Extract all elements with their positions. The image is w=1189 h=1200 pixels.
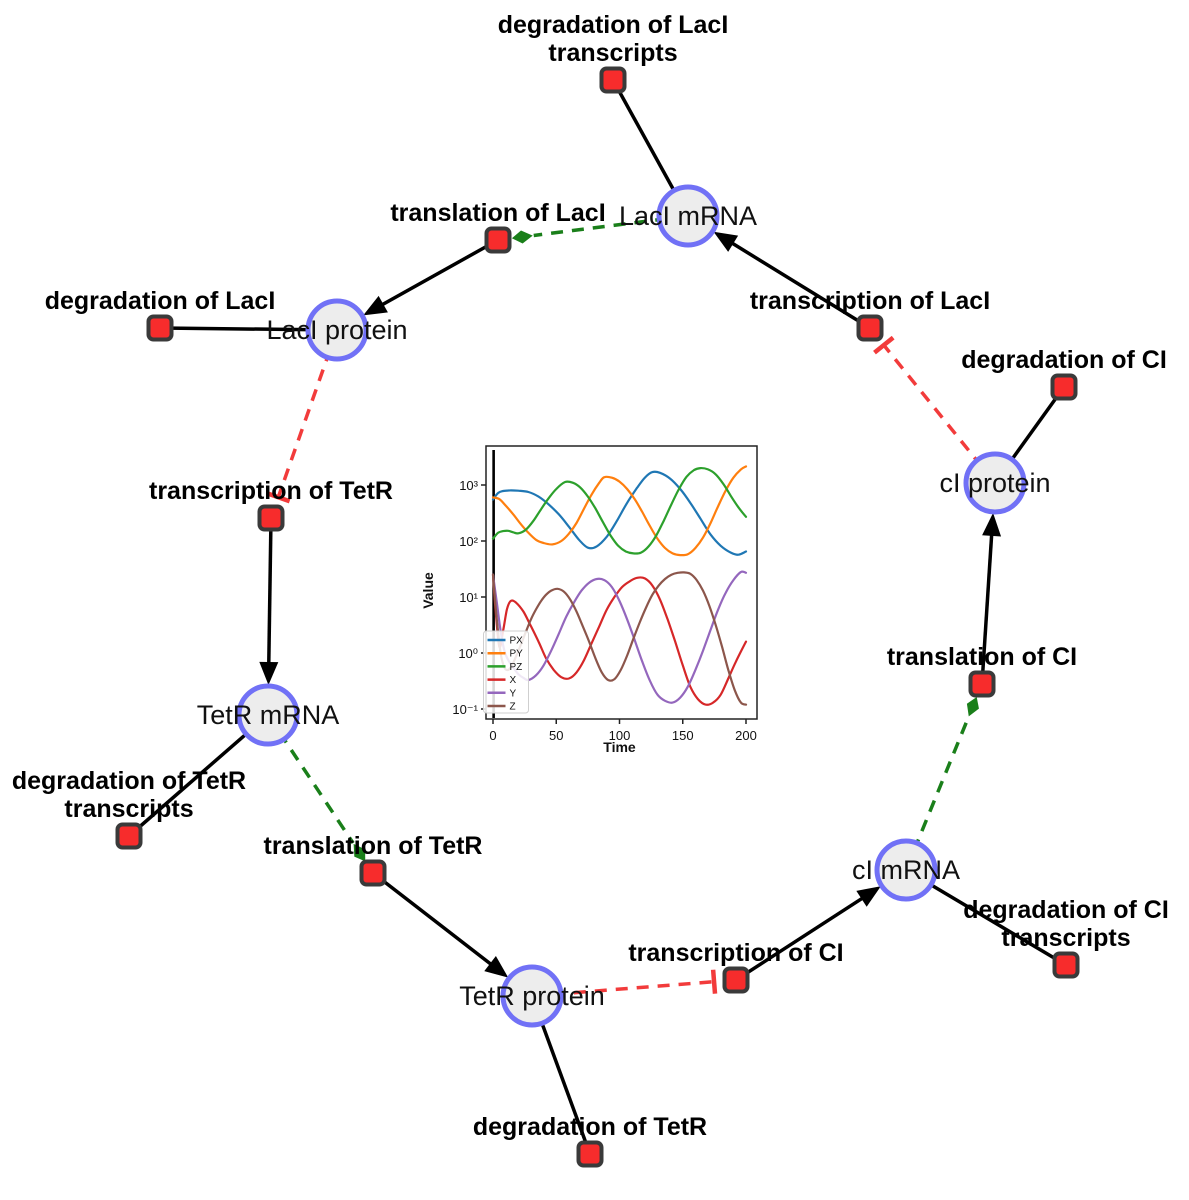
reaction-node-deg_cI_tr [1052, 951, 1080, 979]
legend-label-X: X [510, 675, 517, 686]
x-tick-label: 0 [489, 728, 496, 743]
modifier-arrowhead-icon [511, 230, 533, 244]
species-node-lacI_protein [305, 298, 369, 362]
x-tick-label: 150 [672, 728, 694, 743]
y-tick-label: 10⁻¹ [452, 702, 478, 717]
reaction-node-transcr_tetR [257, 504, 285, 532]
reaction-label-transl_cI: translation of CI [887, 643, 1077, 671]
reaction-node-transcr_lacI [856, 314, 884, 342]
y-tick-label: 10⁰ [458, 646, 478, 661]
modifier-arrowhead-icon [966, 696, 979, 717]
reaction-node-deg_lacI [146, 314, 174, 342]
y-tick-label: 10² [459, 534, 478, 549]
reaction-label-deg_lacI: degradation of LacI [45, 287, 276, 315]
labels-layer: degradation of LacItranscriptstranslatio… [12, 11, 1169, 1141]
edge-production-cI_mRNA [735, 894, 867, 982]
species-label-tetR_protein: TetR protein [459, 981, 605, 1011]
chart-series-PZ [491, 466, 748, 555]
legend-label-PY: PY [510, 649, 524, 660]
species-label-cI_protein: cI protein [939, 468, 1050, 498]
modifier-arrowhead-icon [353, 843, 366, 862]
legend-label-PX: PX [510, 636, 524, 647]
edge-production-tetR_protein [371, 871, 496, 969]
reaction-label-transl_tetR: translation of TetR [264, 832, 483, 860]
arrowhead-icon [484, 956, 509, 978]
reaction-node-deg_tetR_tr [115, 822, 143, 850]
reaction-label-deg_cI: degradation of CI [961, 346, 1167, 374]
species-label-lacI_mRNA: LacI mRNA [619, 201, 757, 231]
species-node-lacI_mRNA [656, 184, 720, 248]
species-label-cI_mRNA: cI mRNA [852, 855, 960, 885]
species-label-tetR_mRNA: TetR mRNA [197, 700, 340, 730]
species-label-lacI_protein: LacI protein [266, 315, 407, 345]
inhibition-tee-icon [710, 969, 718, 994]
reaction-node-transcr_cI [722, 966, 750, 994]
chart-series-PX [491, 470, 748, 556]
chart-series-X [491, 573, 748, 706]
chart-series-PY [491, 465, 748, 557]
species-node-cI_mRNA [874, 838, 938, 902]
legend-label-Z: Z [510, 702, 516, 713]
chart-ylabel: Value [420, 572, 436, 609]
legend-label-PZ: PZ [510, 662, 523, 673]
y-tick-label: 10³ [459, 478, 478, 493]
chart-xlabel: Time [603, 739, 636, 755]
x-tick-label: 200 [735, 728, 757, 743]
edge-production-lacI_mRNA [727, 239, 871, 330]
reaction-label-deg_cI_tr: degradation of CI [963, 896, 1169, 924]
reaction-label-deg_tetR_tr: degradation of TetR [12, 767, 246, 795]
reaction-node-transl_cI [968, 670, 996, 698]
edge-production-tetR_mRNA [266, 517, 273, 668]
simulation-chart: 0 50 100 150 200 10⁻¹ 10⁰ 10¹ 10² 10³ Time Value PX P… [420, 445, 758, 755]
reaction-node-deg_tetR [576, 1140, 604, 1168]
y-tick-label: 10¹ [459, 590, 478, 605]
reaction-node-deg_lacI_tr [599, 66, 627, 94]
reaction-label-deg_lacI_tr: degradation of LacI [498, 11, 729, 39]
arrowhead-icon [259, 661, 279, 686]
x-tick-label: 50 [549, 728, 563, 743]
species-node-tetR_mRNA [236, 683, 300, 747]
edge-production-lacI_protein [378, 238, 499, 309]
reaction-label-deg_lacI_tr: transcripts [548, 39, 677, 67]
reaction-label-deg_tetR: degradation of TetR [473, 1113, 707, 1141]
x-tick-label: 100 [609, 728, 631, 743]
species-node-cI_protein [963, 451, 1027, 515]
reaction-label-transcr_tetR: transcription of TetR [149, 477, 393, 505]
reaction-label-deg_cI_tr: transcripts [1001, 924, 1130, 952]
edge-production-cI_protein [980, 530, 994, 685]
reaction-label-deg_tetR_tr: transcripts [64, 795, 193, 823]
reaction-label-transcr_lacI: transcription of LacI [750, 287, 990, 315]
reaction-node-transl_lacI [484, 226, 512, 254]
arrowhead-icon [713, 231, 739, 252]
chart-frame [485, 445, 758, 720]
arrowhead-icon [856, 886, 881, 907]
reaction-node-deg_cI [1050, 373, 1078, 401]
arrowhead-icon [982, 512, 1002, 537]
reaction-node-transl_tetR [359, 859, 387, 887]
arrowhead-icon [363, 295, 388, 316]
reaction-label-transcr_cI: transcription of CI [628, 939, 843, 967]
inhibition-tee-icon [873, 335, 895, 355]
reaction-label-transl_lacI: translation of LacI [390, 199, 605, 227]
inhibition-tee-icon [266, 491, 291, 504]
species-node-tetR_protein [500, 964, 564, 1028]
legend-label-Y: Y [510, 688, 517, 699]
nodes-layer [115, 66, 1080, 1168]
